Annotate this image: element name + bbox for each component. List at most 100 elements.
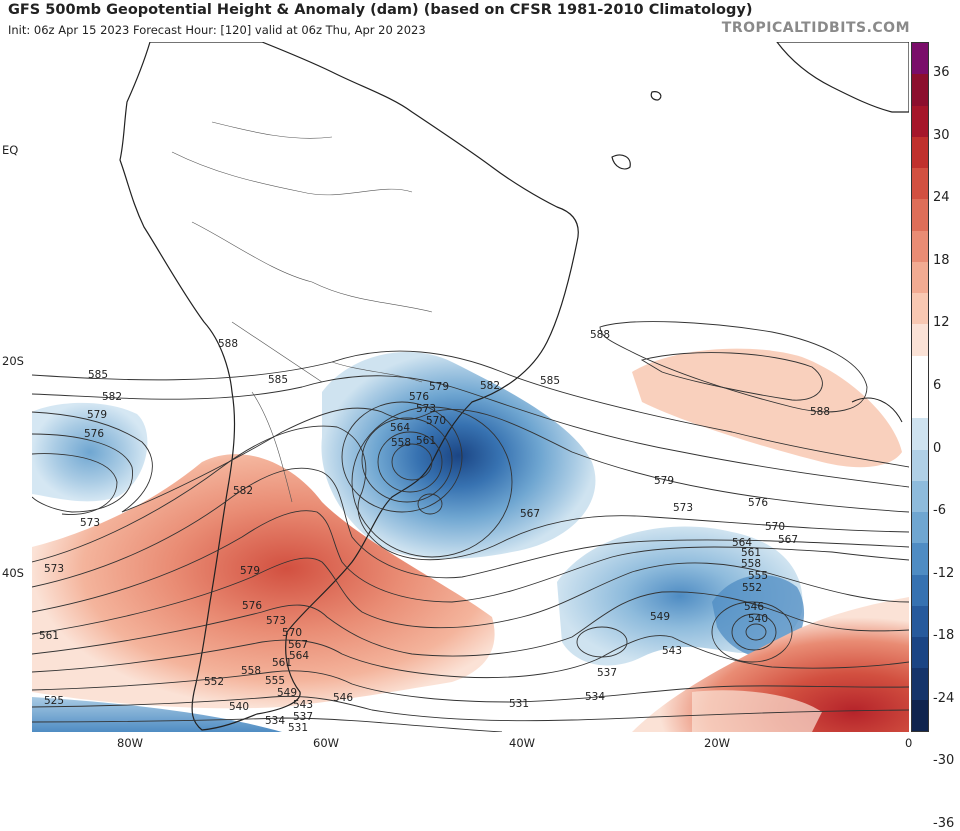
colorbar-label: -18 <box>933 628 955 644</box>
colorbar-label: 24 <box>933 190 950 206</box>
colorbar-segment <box>912 543 928 576</box>
contour-label: 552 <box>204 676 224 688</box>
contour-labels: 585 582 579 576 573 588 588 585 582 579 … <box>39 329 830 732</box>
africa-outline <box>776 42 909 113</box>
colorbar-label: -30 <box>933 753 955 769</box>
contour-label: 564 <box>289 650 309 662</box>
colorbar-segment <box>912 699 928 732</box>
colorbar-label: 12 <box>933 315 950 331</box>
colorbar-segment <box>912 637 928 669</box>
colorbar-label: -12 <box>933 565 955 581</box>
contour-label: 567 <box>520 508 540 520</box>
colorbar-label: 6 <box>933 378 942 393</box>
colorbar-segment <box>912 199 928 232</box>
contour-label: 549 <box>650 611 670 623</box>
contour-label: 579 <box>429 381 449 393</box>
contour-label: 582 <box>233 485 253 497</box>
colorbar-segment <box>912 136 928 169</box>
contour-label: 579 <box>240 565 260 577</box>
contour-label: 588 <box>590 329 610 341</box>
contour-label: 573 <box>44 563 64 575</box>
contour-label: 573 <box>673 502 693 514</box>
map-panel: 585 582 579 576 573 588 588 585 582 579 … <box>32 42 909 732</box>
contour-label: 546 <box>744 601 764 613</box>
contour-label: 585 <box>268 374 288 386</box>
colorbar-segment <box>912 261 928 294</box>
contour-label: 579 <box>654 475 674 487</box>
colorbar-label: 36 <box>933 65 950 81</box>
lat-label-40s: 40S <box>2 566 24 580</box>
map-title: GFS 500mb Geopotential Height & Anomaly … <box>8 2 753 18</box>
colorbar-segment <box>912 605 928 638</box>
lon-label-80w: 80W <box>117 736 144 750</box>
contour-label: 561 <box>416 435 436 447</box>
colorbar-label: -6 <box>933 503 946 519</box>
contour-label: 567 <box>288 639 308 651</box>
colorbar-label: -36 <box>933 815 955 831</box>
contour-label: 534 <box>265 715 285 727</box>
contour-label: 525 <box>44 695 64 707</box>
colorbar-segment <box>912 168 928 200</box>
lon-label-60w: 60W <box>313 736 340 750</box>
contour-label: 570 <box>282 627 302 639</box>
colorbar-segment <box>912 480 928 513</box>
lon-label-20w: 20W <box>704 736 731 750</box>
contour-label: 588 <box>810 406 830 418</box>
contour-label: 573 <box>416 403 436 415</box>
contour-label: 576 <box>409 391 429 403</box>
map-canvas: 585 582 579 576 573 588 588 585 582 579 … <box>32 42 909 732</box>
colorbar-segment <box>912 293 928 325</box>
contour-label: 561 <box>39 630 59 642</box>
contour-label: 573 <box>80 517 100 529</box>
colorbar-label: 30 <box>933 127 950 143</box>
colorbar-label: -24 <box>933 690 955 706</box>
contour-label: 585 <box>88 369 108 381</box>
contour-label: 567 <box>778 534 798 546</box>
lat-label-eq: EQ <box>2 143 19 157</box>
contour-label: 570 <box>426 415 446 427</box>
contour-label: 576 <box>84 428 104 440</box>
contour-label: 543 <box>293 699 313 711</box>
colorbar-segment <box>912 512 928 544</box>
contour-label: 570 <box>765 521 785 533</box>
contour-label: 534 <box>585 691 605 703</box>
contour-label: 579 <box>87 409 107 421</box>
lat-label-20s: 20S <box>2 354 24 368</box>
contour-label: 543 <box>662 645 682 657</box>
south-america-outline <box>119 42 579 731</box>
lon-label-40w: 40W <box>509 736 536 750</box>
contour-label: 555 <box>748 570 768 582</box>
contour-label: 549 <box>277 687 297 699</box>
contour-label: 561 <box>741 547 761 559</box>
contour-label: 576 <box>748 497 768 509</box>
colorbar-segment <box>912 230 928 263</box>
colorbar-segment <box>912 355 928 388</box>
contour-label: 558 <box>241 665 261 677</box>
contour-label: 540 <box>229 701 249 713</box>
colorbar-segment <box>912 668 928 701</box>
contour-label: 582 <box>102 391 122 403</box>
height-contours <box>32 321 909 732</box>
contour-label: 540 <box>748 613 768 625</box>
contour-label: 531 <box>509 698 529 710</box>
colorbar-label: 0 <box>933 440 942 456</box>
contour-label: 531 <box>288 722 308 732</box>
contour-label: 537 <box>597 667 617 679</box>
credit-watermark: TROPICALTIDBITS.COM <box>721 20 910 36</box>
contour-label: 552 <box>742 582 762 594</box>
colorbar-segment <box>912 105 928 138</box>
contour-label: 564 <box>390 422 410 434</box>
contour-label: 585 <box>540 375 560 387</box>
colorbar-segment <box>912 74 928 107</box>
contour-label: 555 <box>265 675 285 687</box>
colorbar-segment <box>912 418 928 451</box>
colorbar-segment <box>912 574 928 607</box>
colorbar-label: 18 <box>933 252 950 268</box>
anomaly-colorbar <box>911 42 929 732</box>
coastlines <box>119 42 909 731</box>
contour-label: 537 <box>293 711 313 723</box>
contour-label: 558 <box>741 558 761 570</box>
contour-label: 561 <box>272 657 292 669</box>
contour-label: 573 <box>266 615 286 627</box>
map-subtitle: Init: 06z Apr 15 2023 Forecast Hour: [12… <box>8 23 426 37</box>
